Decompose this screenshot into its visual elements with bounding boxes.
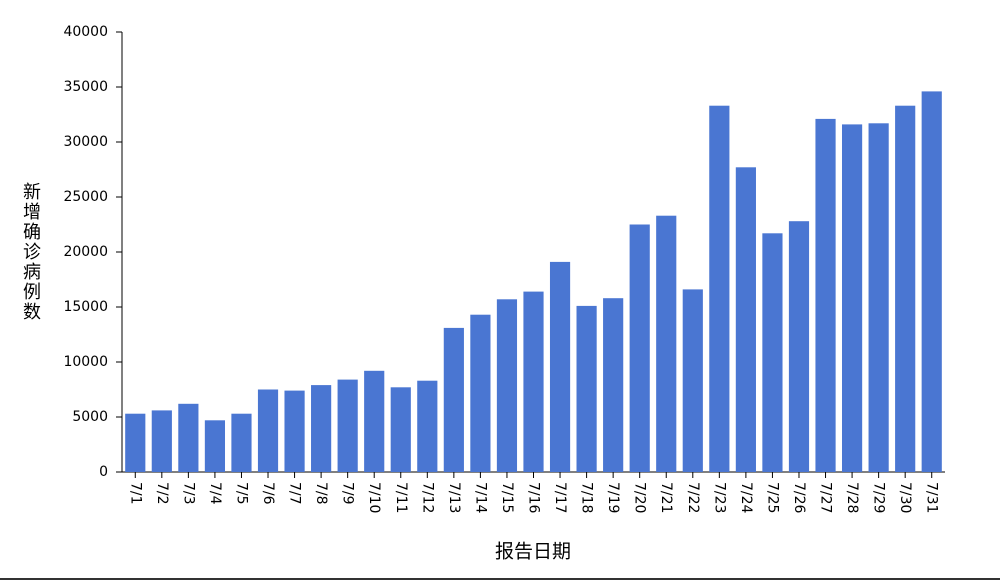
y-axis-title: 新增确诊病例数 [20, 182, 41, 322]
x-tick-label: 7/24 [738, 482, 754, 514]
x-tick-label: 7/23 [711, 482, 727, 513]
bar [921, 91, 942, 473]
y-tick-label: 15000 [63, 299, 108, 315]
x-axis-title: 报告日期 [495, 541, 571, 563]
x-tick-label: 7/29 [871, 482, 887, 513]
bar [231, 413, 252, 472]
y-tick-label: 20000 [63, 244, 108, 260]
y-tick-label: 35000 [63, 79, 108, 95]
bar [815, 118, 836, 473]
bar [868, 123, 889, 473]
x-tick-label: 7/20 [632, 482, 648, 513]
y-tick-label: 30000 [63, 134, 108, 150]
x-tick-label: 7/14 [472, 482, 488, 514]
x-tick-label: 7/26 [791, 482, 807, 514]
bar [178, 403, 199, 472]
x-tick-label: 7/28 [844, 482, 860, 513]
x-tick-label: 7/27 [818, 482, 834, 513]
bar [257, 389, 279, 472]
bar [337, 379, 358, 472]
x-tick-label: 7/1 [127, 482, 143, 505]
x-tick-label: 7/30 [897, 482, 913, 513]
bar [788, 221, 810, 472]
bar [709, 105, 730, 472]
x-tick-label: 7/7 [287, 482, 303, 505]
bar [496, 299, 518, 472]
bar [204, 420, 226, 472]
bar [603, 298, 624, 472]
bar [311, 385, 332, 472]
x-tick-label: 7/5 [233, 482, 249, 505]
x-tick-label: 7/21 [658, 482, 674, 513]
x-tick-label: 7/8 [313, 482, 329, 505]
bar [443, 327, 464, 472]
bar [417, 380, 438, 472]
bar [841, 124, 863, 473]
x-tick-label: 7/10 [366, 482, 382, 513]
bar [364, 370, 385, 472]
bar [470, 314, 491, 472]
bar [629, 224, 650, 472]
x-tick-label: 7/15 [499, 482, 515, 513]
x-tick-label: 7/2 [154, 482, 170, 505]
x-tick-label: 7/16 [526, 482, 542, 514]
y-tick-label: 0 [99, 464, 108, 480]
bar [895, 105, 916, 472]
x-tick-label: 7/17 [552, 482, 568, 513]
bar [125, 413, 146, 472]
bar [284, 390, 305, 472]
y-tick-label: 10000 [63, 354, 108, 370]
x-tick-label: 7/12 [419, 482, 435, 513]
bar [735, 167, 756, 473]
x-tick-label: 7/31 [924, 482, 940, 513]
y-tick-label: 5000 [72, 409, 108, 425]
x-tick-label: 7/6 [260, 482, 276, 505]
x-tick-label: 7/18 [579, 482, 595, 513]
x-tick-label: 7/9 [340, 482, 356, 505]
x-tick-label: 7/11 [393, 482, 409, 513]
bar [762, 233, 783, 472]
x-tick-label: 7/19 [605, 482, 621, 513]
bar [151, 410, 172, 472]
bar [682, 289, 703, 472]
y-tick-label: 40000 [63, 24, 108, 40]
x-tick-label: 7/3 [180, 482, 196, 505]
bar [523, 291, 544, 472]
x-tick-label: 7/13 [446, 482, 462, 513]
bar [390, 387, 411, 472]
x-tick-label: 7/22 [685, 482, 701, 513]
bar [576, 305, 597, 472]
bar [549, 261, 571, 472]
x-tick-label: 7/4 [207, 482, 223, 505]
x-tick-label: 7/25 [764, 482, 780, 513]
bar [656, 215, 677, 472]
y-tick-label: 25000 [63, 189, 108, 205]
